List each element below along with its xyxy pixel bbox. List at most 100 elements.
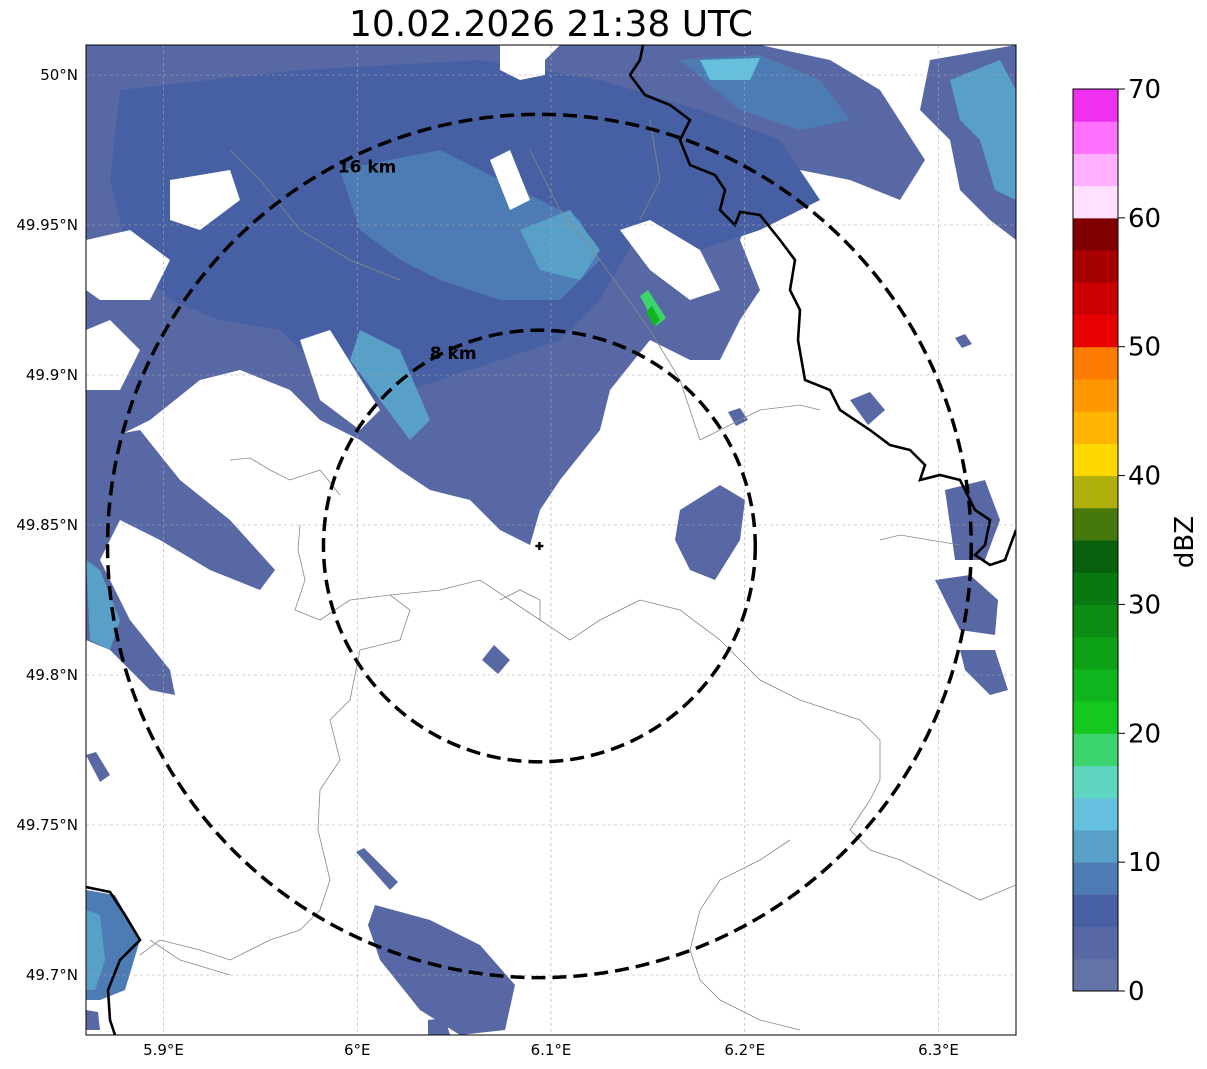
colorbar-bin xyxy=(1073,121,1118,154)
echo-west-light xyxy=(86,560,120,650)
national-border xyxy=(628,45,1016,567)
range-ring-label: 16 km xyxy=(338,157,397,177)
colorbar-bin xyxy=(1073,636,1118,670)
colorbar-bin xyxy=(1073,346,1118,380)
colorbar-bin xyxy=(1073,572,1118,605)
radar-echo-layer xyxy=(86,45,1016,1035)
echo-gap xyxy=(86,230,170,300)
lat-tick-label: 50°N xyxy=(40,66,78,84)
colorbar-bin xyxy=(1073,153,1118,187)
echo-west-small xyxy=(86,752,110,782)
lat-tick-label: 49.7°N xyxy=(26,966,78,984)
lat-tick-label: 49.8°N xyxy=(26,666,78,684)
echo-central-cell xyxy=(482,645,510,674)
map-frame xyxy=(85,44,1017,1036)
colorbar-tick-label: 10 xyxy=(1128,848,1161,878)
border-line xyxy=(529,149,701,441)
colorbar-bin xyxy=(1073,829,1118,863)
colorbar-bin xyxy=(1073,926,1118,960)
colorbar-bin xyxy=(1073,862,1118,895)
colorbar-tick-label: 50 xyxy=(1128,333,1161,363)
echo-west-band xyxy=(86,430,275,695)
colorbar-bin xyxy=(1073,604,1118,638)
colorbar-bin xyxy=(1073,797,1118,831)
colorbar-tick-label: 40 xyxy=(1128,462,1161,492)
latitude-axis: 50°N 49.95°N 49.9°N 49.85°N 49.8°N 49.75°N 49.… xyxy=(16,66,78,984)
colorbar-tick-label: 70 xyxy=(1128,75,1161,105)
colorbar-bin xyxy=(1073,378,1118,412)
echo-southwest-small xyxy=(86,1010,100,1030)
colorbar-bin xyxy=(1073,958,1118,992)
echo-east-cell-7 xyxy=(955,334,972,348)
gridlines xyxy=(86,45,1016,1035)
colorbar-bin xyxy=(1073,411,1118,444)
longitude-axis: 5.9°E 6°E 6.1°E 6.2°E 6.3°E xyxy=(143,1041,959,1059)
border-line xyxy=(149,939,231,976)
lat-tick-label: 49.9°N xyxy=(26,366,78,384)
colorbar-bin xyxy=(1073,668,1118,702)
colorbar-bin xyxy=(1073,507,1118,541)
lon-tick-label: 6.2°E xyxy=(724,1041,765,1059)
colorbar-bin xyxy=(1073,894,1118,928)
colorbar-bin xyxy=(1073,314,1118,348)
lat-tick-label: 49.75°N xyxy=(16,816,78,834)
colorbar-tick-label: 30 xyxy=(1128,590,1161,620)
colorbar-bin xyxy=(1073,89,1118,122)
range-rings: 8 km 16 km xyxy=(105,112,973,980)
colorbar-bin xyxy=(1073,217,1118,251)
border-line xyxy=(639,119,661,221)
colorbar-tick-label: 60 xyxy=(1128,204,1161,234)
border-line xyxy=(689,839,801,1031)
colorbar-frame xyxy=(1072,88,1119,992)
border-lines xyxy=(86,45,1016,1035)
map-title: 10.02.2026 21:38 UTC xyxy=(348,4,754,45)
echo-cell-cyan xyxy=(520,210,600,280)
border-line xyxy=(389,579,881,780)
echo-gap xyxy=(86,320,140,390)
echo-gap xyxy=(500,45,545,80)
echo-gap xyxy=(300,330,380,430)
echo-south-cell xyxy=(368,905,515,1035)
lon-tick-label: 6.3°E xyxy=(918,1041,959,1059)
echo-east-cell-5 xyxy=(850,392,885,425)
national-border xyxy=(86,885,142,1035)
echo-east-cell-6 xyxy=(728,408,748,426)
lon-tick-label: 6.1°E xyxy=(531,1041,572,1059)
echo-cell-cyan-2 xyxy=(350,330,430,440)
colorbar-label: dBZ xyxy=(1170,516,1200,568)
colorbar-bin xyxy=(1073,185,1118,219)
border-line xyxy=(879,534,961,546)
echo-gap xyxy=(170,170,240,230)
echo-south-cell-3 xyxy=(428,1018,450,1035)
border-line xyxy=(139,524,411,961)
echo-northeast-light xyxy=(950,60,1016,200)
colorbar-bin xyxy=(1073,540,1118,573)
echo-southwest-light xyxy=(86,910,105,990)
colorbar-bin xyxy=(1073,701,1118,734)
range-ring-label: 8 km xyxy=(430,344,477,364)
echo-east-cell-4 xyxy=(960,650,1008,695)
radar-site-marker xyxy=(535,542,544,550)
lon-tick-label: 5.9°E xyxy=(143,1041,184,1059)
colorbar-tick-label: 20 xyxy=(1128,719,1161,749)
echo-gap xyxy=(620,220,720,300)
echo-south-cell-2 xyxy=(356,848,398,890)
colorbar-bin xyxy=(1073,475,1118,509)
colorbar-bin xyxy=(1073,282,1118,315)
lon-tick-label: 6°E xyxy=(344,1041,371,1059)
echo-east-cell-3 xyxy=(935,575,998,635)
range-ring-16km xyxy=(105,112,973,980)
echo-cell-green-core xyxy=(646,306,660,326)
colorbar-tick-label: 0 xyxy=(1128,977,1145,1007)
colorbar-bin xyxy=(1073,250,1118,283)
colorbar-bin xyxy=(1073,733,1118,766)
colorbar-bin xyxy=(1073,443,1118,477)
colorbar-bin xyxy=(1073,765,1118,799)
echo-gap xyxy=(490,150,530,210)
lat-tick-label: 49.85°N xyxy=(16,516,78,534)
border-line xyxy=(229,149,401,281)
border-line xyxy=(699,404,821,441)
echo-east-cell xyxy=(675,485,745,580)
